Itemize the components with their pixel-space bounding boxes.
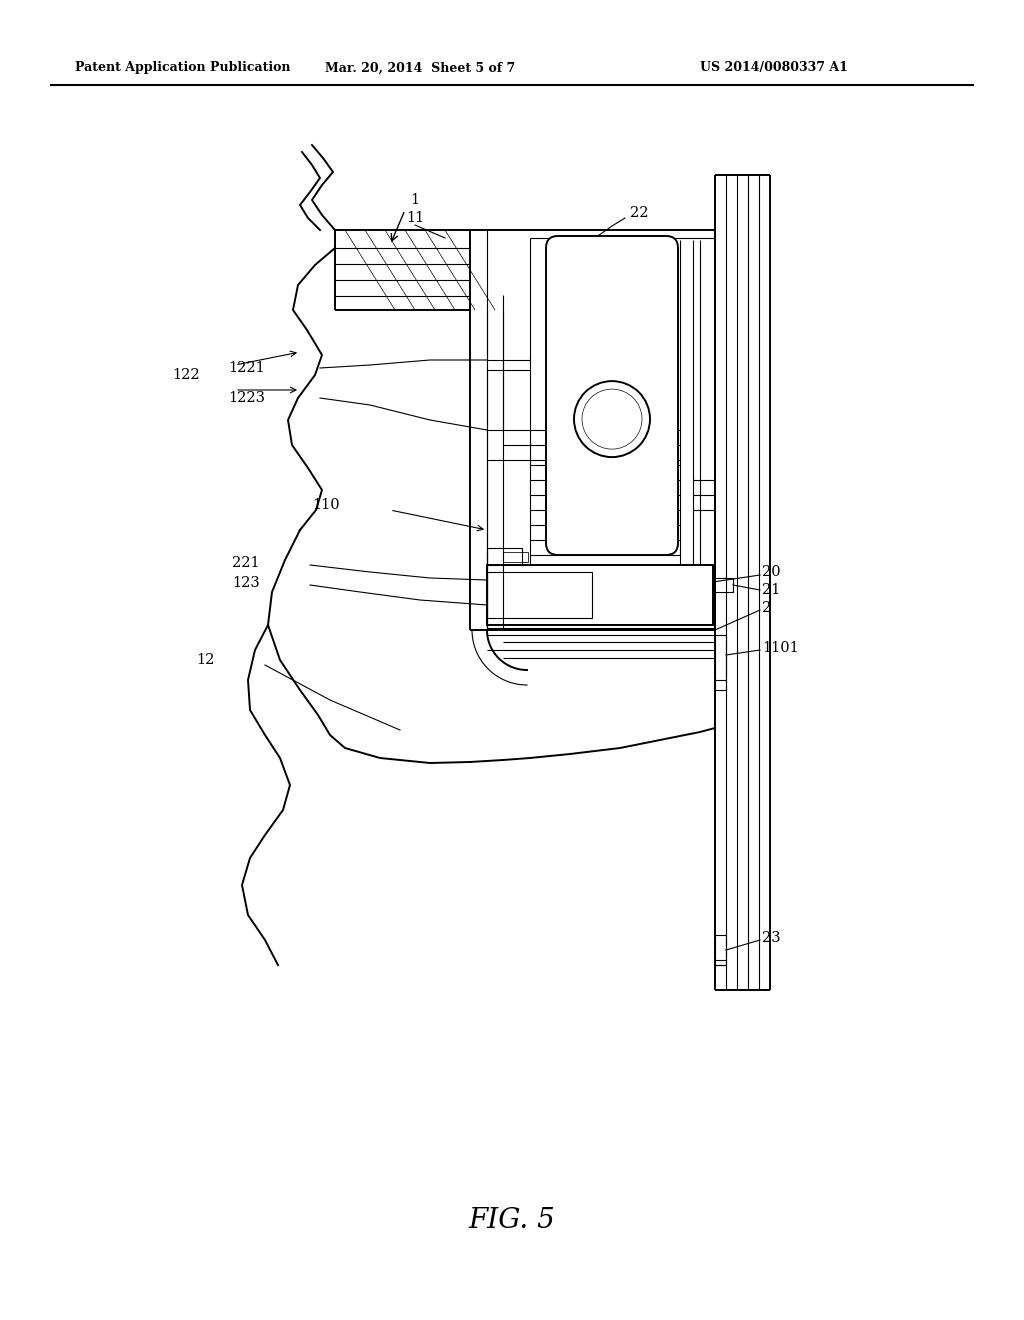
Bar [487, 548, 522, 565]
Text: 123: 123 [232, 576, 260, 590]
FancyBboxPatch shape [546, 236, 678, 554]
Bar [715, 635, 726, 690]
Text: 122: 122 [172, 368, 200, 381]
Text: 110: 110 [312, 498, 340, 512]
Bar [713, 578, 733, 591]
Text: 1: 1 [410, 193, 419, 207]
Text: 11: 11 [406, 211, 424, 224]
Text: 12: 12 [197, 653, 215, 667]
Text: 1221: 1221 [228, 360, 265, 375]
Text: 2: 2 [762, 601, 771, 615]
Text: 1101: 1101 [762, 642, 799, 655]
Text: Mar. 20, 2014  Sheet 5 of 7: Mar. 20, 2014 Sheet 5 of 7 [325, 62, 515, 74]
Text: 21: 21 [762, 583, 780, 597]
Text: 22: 22 [630, 206, 648, 220]
Text: 221: 221 [232, 556, 260, 570]
Text: US 2014/0080337 A1: US 2014/0080337 A1 [700, 62, 848, 74]
Bar [487, 572, 592, 618]
Text: 23: 23 [762, 931, 780, 945]
Text: 20: 20 [762, 565, 780, 579]
Text: FIG. 5: FIG. 5 [469, 1206, 555, 1233]
Text: Patent Application Publication: Patent Application Publication [75, 62, 291, 74]
Bar [715, 935, 726, 965]
Bar [487, 565, 713, 624]
Text: 1223: 1223 [228, 391, 265, 405]
Bar [503, 552, 528, 562]
